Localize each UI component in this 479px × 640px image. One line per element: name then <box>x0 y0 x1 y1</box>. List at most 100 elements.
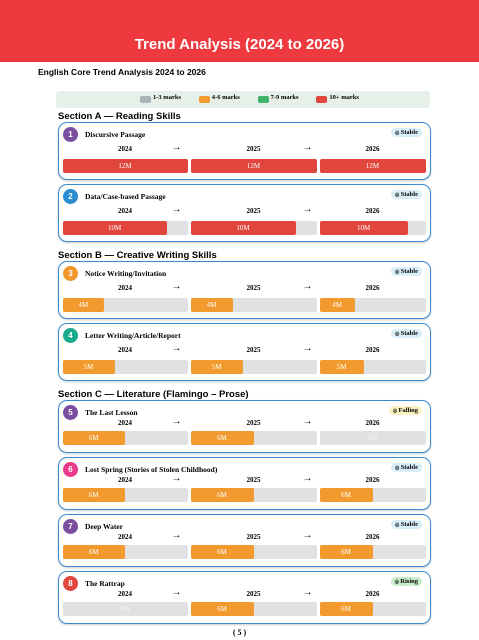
bar-label: 5M <box>83 363 94 371</box>
bar-label: 10M <box>357 224 371 232</box>
year-label: 2024 <box>118 145 132 153</box>
trend-icon: ◎ <box>392 409 399 414</box>
year-label: 2024 <box>118 590 132 598</box>
arrow: → <box>171 416 182 427</box>
item-name: The Last Lesson <box>85 408 138 417</box>
arrow: → <box>302 587 313 598</box>
bar-fill <box>62 431 125 445</box>
year-label: 2025 <box>246 145 261 153</box>
bar-fill <box>319 221 408 235</box>
trend-badge: ◎ Stable <box>391 520 422 529</box>
bar-fill <box>190 602 254 616</box>
bar-fill <box>62 488 125 502</box>
item-number: 5 <box>63 405 78 420</box>
section-title: Section B — Creative Writing Skills <box>58 250 217 261</box>
trend-badge: ◎ Stable <box>391 128 422 137</box>
year-label: 2026 <box>365 533 380 541</box>
item-name: Notice Writing/Invitation <box>85 269 167 278</box>
legend-label: 7-9 marks <box>270 94 299 101</box>
item-card: 2 Data/Case-based Passage ◎ Stable 2024 10M →… <box>58 184 431 242</box>
bar-label: 4M <box>78 301 89 309</box>
item-number: 7 <box>63 519 78 534</box>
bar-fill <box>62 545 125 559</box>
year-label: 2026 <box>365 419 380 427</box>
arrow: → <box>171 587 182 598</box>
year-label: 2024 <box>118 533 132 541</box>
bar-label: 4M <box>206 301 217 309</box>
arrow: → <box>171 530 182 541</box>
item-number: 6 <box>63 462 78 477</box>
year-label: 2025 <box>246 284 261 292</box>
trend-badge: ◎ Stable <box>391 329 422 338</box>
item-card: 4 Letter Writing/Article/Report ◎ Stable 20… <box>58 323 431 381</box>
item-card: 8 The Rattrap ◎ Rising 2024 6M → 2025 6M → 2026 6M <box>58 571 431 624</box>
trend-label: Falling <box>398 407 418 414</box>
bar-label: 5M <box>336 363 347 371</box>
arrow: → <box>302 416 313 427</box>
trend-icon: ◎ <box>395 332 401 337</box>
bar-label: 12M <box>246 162 261 170</box>
arrow: → <box>171 204 182 215</box>
item-number: 1 <box>63 127 78 142</box>
arrow: → <box>302 530 313 541</box>
trend-label: Stable <box>400 464 418 471</box>
year-label: 2026 <box>365 346 380 354</box>
year-label: 2025 <box>246 419 261 427</box>
bar-fill <box>190 360 243 374</box>
item-card: 1 Discursive Passage ◎ Stable 2024 12M → 2025 1… <box>58 122 431 180</box>
item-card: 7 Deep Water ◎ Stable 2024 6M → 2025 6M → 2026 6M <box>58 514 431 567</box>
year-label: 2025 <box>246 346 261 354</box>
bar-label: 10M <box>236 224 250 232</box>
bar-fill <box>190 545 254 559</box>
item-name: Data/Case-based Passage <box>85 192 166 201</box>
trend-badge: ◎ Falling <box>388 406 422 415</box>
page-title: Trend Analysis (2024 to 2026) <box>134 36 345 53</box>
trend-label: Stable <box>400 268 418 275</box>
bar-label: 6M <box>217 548 227 556</box>
year-label: 2024 <box>118 284 132 292</box>
item-name: Deep Water <box>85 522 123 531</box>
bar-fill <box>319 488 373 502</box>
bar-label: 6M <box>341 605 351 613</box>
arrow: → <box>302 142 313 153</box>
bar-label: 6M <box>88 434 99 442</box>
bar-label: 6M <box>341 548 351 556</box>
legend-swatch <box>257 96 269 103</box>
arrow: → <box>302 343 313 354</box>
trend-icon: ◎ <box>395 466 401 471</box>
header-band <box>0 0 479 62</box>
trend-label: Stable <box>400 191 418 198</box>
bar-label: 6M <box>88 548 99 556</box>
bar-label: 6M <box>217 434 227 442</box>
bar-fill <box>319 298 355 312</box>
bar-fill <box>62 298 105 312</box>
year-label: 2026 <box>365 145 380 153</box>
year-label: 2024 <box>118 207 132 215</box>
bar-fill <box>319 360 364 374</box>
bar-fill <box>62 360 115 374</box>
bar-track <box>319 431 426 445</box>
bar-label: 10M <box>107 224 122 232</box>
bar-fill <box>190 298 233 312</box>
legend-label: 1-3 marks <box>153 94 181 101</box>
legend-swatch <box>198 96 210 103</box>
item-name: Letter Writing/Article/Report <box>85 331 181 340</box>
arrow: → <box>302 473 313 484</box>
bar-fill <box>62 221 167 235</box>
bar-fill <box>319 545 373 559</box>
item-name: The Rattrap <box>85 579 125 588</box>
year-label: 2024 <box>118 419 132 427</box>
trend-badge: ◎ Rising <box>390 577 422 586</box>
bar-label: 6M <box>217 605 227 613</box>
item-number: 8 <box>63 576 78 591</box>
bar-fill <box>190 488 254 502</box>
legend-label: 10+ marks <box>329 94 359 101</box>
trend-badge: ◎ Stable <box>391 267 422 276</box>
section-title: Section A — Reading Skills <box>58 111 181 122</box>
bar-label: 6M <box>120 605 130 613</box>
item-card: 3 Notice Writing/Invitation ◎ Stable 2024 4M… <box>58 261 431 319</box>
item-name: Discursive Passage <box>85 130 146 139</box>
bar-track <box>62 602 188 616</box>
trend-label: Stable <box>400 129 418 136</box>
